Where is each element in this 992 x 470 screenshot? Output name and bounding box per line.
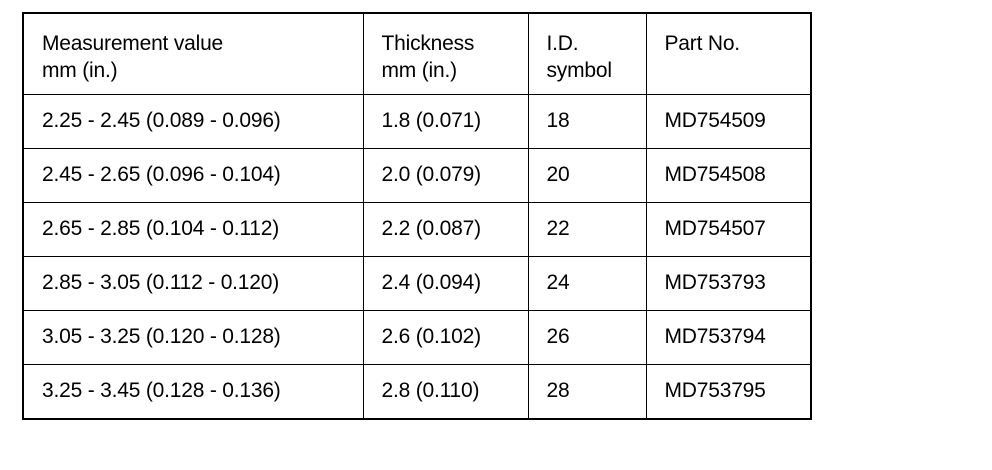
table-row: 2.45 - 2.65 (0.096 - 0.104) 2.0 (0.079) 20…: [22, 147, 812, 203]
table-cell: 22: [527, 201, 647, 257]
table-row: 3.05 - 3.25 (0.120 - 0.128) 2.6 (0.102) 26…: [22, 309, 812, 365]
table-row: 2.85 - 3.05 (0.112 - 0.120) 2.4 (0.094) 24…: [22, 255, 812, 311]
table-cell: 3.05 - 3.25 (0.120 - 0.128): [22, 309, 364, 365]
table-body: 2.25 - 2.45 (0.089 - 0.096) 1.8 (0.071) 18…: [22, 93, 812, 419]
table-row: 3.25 - 3.45 (0.128 - 0.136) 2.8 (0.110) 28…: [22, 363, 812, 419]
table-cell: MD753794: [645, 309, 812, 365]
table-cell: 2.65 - 2.85 (0.104 - 0.112): [22, 201, 364, 257]
header-cell: Thickness mm (in.): [362, 12, 529, 95]
table-row: 2.25 - 2.45 (0.089 - 0.096) 1.8 (0.071) 18…: [22, 93, 812, 149]
table-cell: 2.25 - 2.45 (0.089 - 0.096): [22, 93, 364, 149]
header-text: mm (in.): [381, 59, 458, 82]
header-row: Measurement value mm (in.) Thickness mm (in…: [22, 12, 812, 95]
table-cell: 2.45 - 2.65 (0.096 - 0.104): [22, 147, 364, 203]
table-cell: 26: [527, 309, 647, 365]
table-cell: 2.2 (0.087): [362, 201, 529, 257]
table-cell: 18: [527, 93, 647, 149]
table-row: 2.65 - 2.85 (0.104 - 0.112) 2.2 (0.087) 22…: [22, 201, 812, 257]
table-cell: MD753793: [645, 255, 812, 311]
table-cell: 28: [527, 363, 647, 419]
header-text: symbol: [546, 59, 613, 82]
table-cell: MD753795: [645, 363, 812, 419]
table-cell: 2.6 (0.102): [362, 309, 529, 365]
table-cell: MD754507: [645, 201, 812, 257]
table-cell: 2.8 (0.110): [362, 363, 529, 419]
header-text: Part No.: [664, 32, 741, 55]
table-cell: 24: [527, 255, 647, 311]
table-cell: 2.85 - 3.05 (0.112 - 0.120): [22, 255, 364, 311]
header-text: Thickness: [381, 32, 475, 55]
spec-table: Measurement value mm (in.) Thickness mm (in…: [22, 12, 812, 420]
table-cell: 2.0 (0.079): [362, 147, 529, 203]
table-cell: MD754508: [645, 147, 812, 203]
header-cell: Measurement value mm (in.): [22, 12, 364, 95]
table-cell: 2.4 (0.094): [362, 255, 529, 311]
header-text: mm (in.): [42, 59, 118, 82]
table-cell: MD754509: [645, 93, 812, 149]
table-cell: 3.25 - 3.45 (0.128 - 0.136): [22, 363, 364, 419]
header-text: Measurement value: [42, 32, 224, 55]
table-cell: 20: [527, 147, 647, 203]
header-text: I.D.: [546, 32, 579, 55]
header-cell: I.D. symbol: [527, 12, 647, 95]
table-cell: 1.8 (0.071): [362, 93, 529, 149]
header-cell: Part No.: [645, 12, 812, 95]
